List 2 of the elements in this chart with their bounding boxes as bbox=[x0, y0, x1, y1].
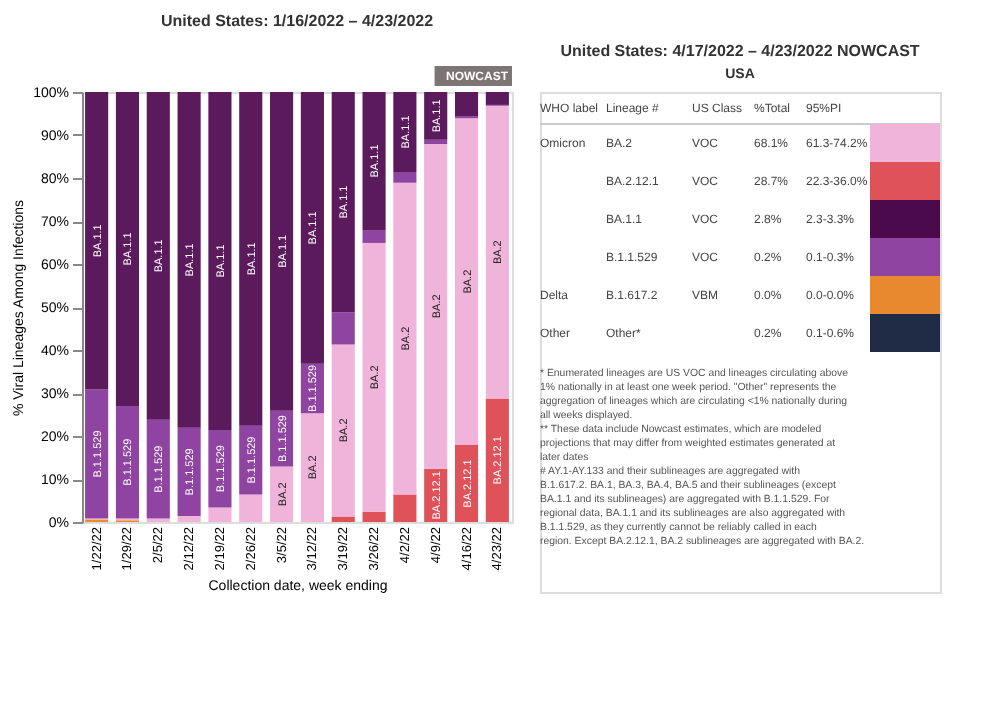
chart-title: United States: 1/16/2022 – 4/23/2022 bbox=[160, 12, 435, 30]
text: United States: 4/17/2022 – 4/23/2022 NOWCAST bbox=[560, 42, 920, 60]
